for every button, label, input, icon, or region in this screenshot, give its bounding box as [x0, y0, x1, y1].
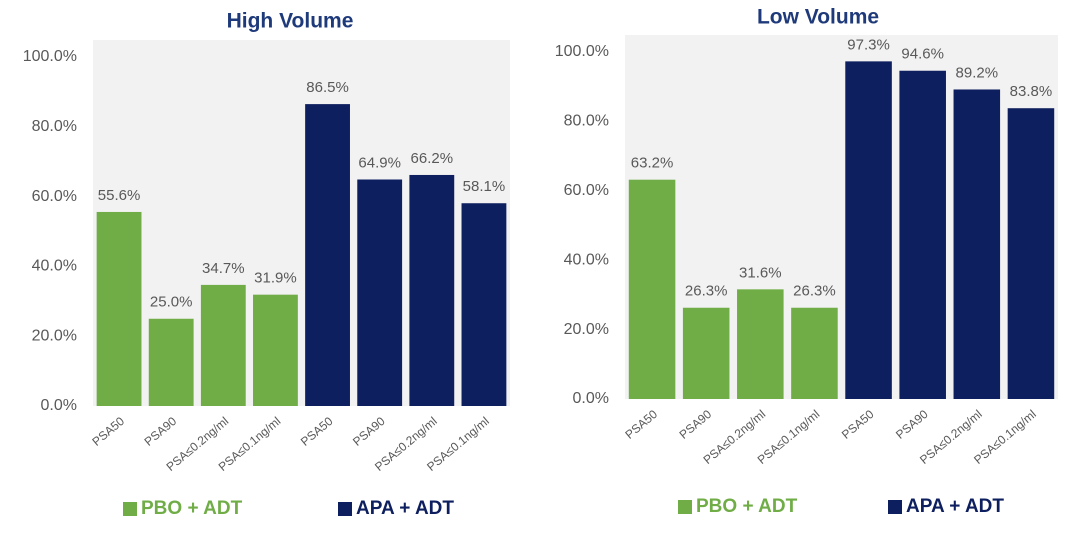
value-label: 89.2%	[956, 64, 999, 81]
y-tick-label: 40.0%	[564, 251, 609, 268]
y-tick-label: 100.0%	[23, 48, 77, 65]
legend-swatch	[338, 502, 352, 516]
value-label: 34.7%	[202, 260, 245, 277]
value-label: 66.2%	[411, 150, 454, 167]
legend-swatch	[678, 500, 692, 514]
bar	[357, 179, 403, 406]
bar	[899, 70, 946, 399]
bar	[148, 318, 194, 406]
value-label: 97.3%	[847, 36, 890, 53]
legend-label: PBO + ADT	[141, 498, 243, 519]
x-tick-label: PSA90	[142, 414, 180, 449]
value-label: 58.1%	[463, 178, 506, 195]
x-tick-label: PSA50	[89, 414, 127, 449]
y-tick-label: 80.0%	[32, 118, 77, 135]
y-tick-label: 20.0%	[32, 327, 77, 344]
value-label: 31.9%	[254, 270, 297, 287]
bar	[253, 294, 298, 406]
x-tick-label: PSA90	[677, 407, 715, 442]
legend-swatch	[123, 502, 137, 516]
value-label: 83.8%	[1010, 83, 1053, 100]
legend-label: PBO + ADT	[696, 496, 798, 517]
x-tick-label: PSA50	[622, 407, 660, 442]
legend-swatch	[888, 500, 902, 514]
bar	[200, 284, 246, 406]
y-tick-label: 40.0%	[32, 258, 77, 275]
bar	[305, 104, 350, 407]
bar	[791, 307, 838, 399]
bar	[737, 289, 784, 399]
x-tick-label: PSA90	[893, 407, 931, 442]
chart-title: Low Volume	[757, 6, 879, 29]
y-tick-label: 0.0%	[573, 390, 609, 407]
y-tick-label: 0.0%	[41, 397, 77, 414]
value-label: 86.5%	[306, 79, 349, 96]
x-tick-label: PSA90	[350, 414, 388, 449]
value-label: 63.2%	[631, 155, 674, 172]
value-label: 26.3%	[685, 283, 728, 300]
y-tick-label: 60.0%	[32, 188, 77, 205]
bar	[628, 179, 676, 399]
x-tick-label: PSA50	[298, 414, 336, 449]
value-label: 31.6%	[739, 264, 782, 281]
chart-title: High Volume	[227, 10, 354, 33]
value-label: 64.9%	[358, 154, 401, 171]
bar	[1007, 108, 1055, 400]
legend-label: APA + ADT	[906, 496, 1004, 517]
y-tick-label: 20.0%	[564, 321, 609, 338]
bar	[409, 174, 455, 406]
legend-label: APA + ADT	[356, 498, 454, 519]
value-label: 26.3%	[793, 283, 836, 300]
y-tick-label: 100.0%	[555, 43, 609, 60]
value-label: 94.6%	[901, 46, 944, 63]
x-tick-label: PSA50	[839, 407, 877, 442]
value-label: 55.6%	[98, 187, 141, 204]
bar	[461, 203, 507, 406]
y-tick-label: 80.0%	[564, 113, 609, 130]
bar	[96, 211, 142, 406]
bar	[845, 61, 892, 400]
bar	[953, 89, 1001, 399]
value-label: 25.0%	[150, 294, 193, 311]
bar	[682, 307, 730, 399]
y-tick-label: 60.0%	[564, 182, 609, 199]
